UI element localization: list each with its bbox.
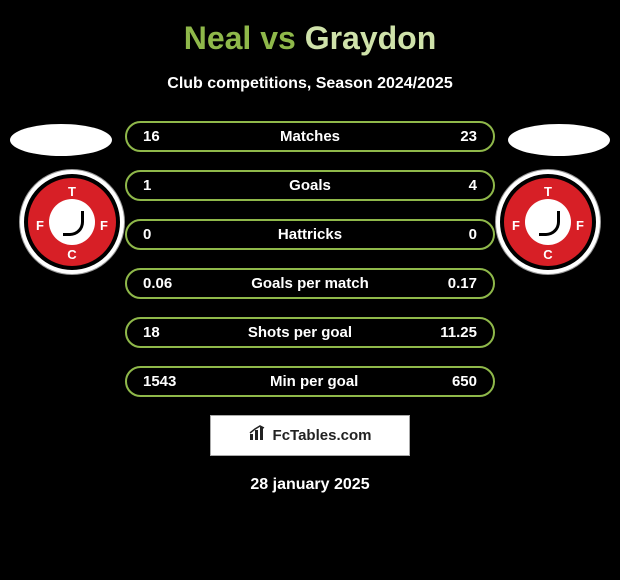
stat-left-value: 0.06 xyxy=(143,275,172,292)
stat-label: Matches xyxy=(160,128,461,145)
stat-row: 0.06 Goals per match 0.17 xyxy=(125,268,495,299)
comparison-card: Neal vs Graydon Club competitions, Seaso… xyxy=(0,0,620,580)
stat-left-value: 1 xyxy=(143,177,151,194)
title-vs: vs xyxy=(260,20,296,56)
stat-right-value: 0 xyxy=(469,226,477,243)
stat-label: Goals per match xyxy=(172,275,448,292)
stat-left-value: 18 xyxy=(143,324,160,341)
source-attribution: FcTables.com xyxy=(210,415,410,456)
stat-label: Shots per goal xyxy=(160,324,441,341)
stat-right-value: 4 xyxy=(469,177,477,194)
title-player-left: Neal xyxy=(184,20,252,56)
stat-label: Hattricks xyxy=(151,226,468,243)
source-text: FcTables.com xyxy=(273,427,372,444)
subtitle: Club competitions, Season 2024/2025 xyxy=(0,75,620,93)
stat-row: 16 Matches 23 xyxy=(125,121,495,152)
stat-left-value: 1543 xyxy=(143,373,176,390)
date-text: 28 january 2025 xyxy=(0,476,620,494)
stat-right-value: 650 xyxy=(452,373,477,390)
stat-row: 0 Hattricks 0 xyxy=(125,219,495,250)
stat-right-value: 0.17 xyxy=(448,275,477,292)
stat-row: 1 Goals 4 xyxy=(125,170,495,201)
stat-left-value: 0 xyxy=(143,226,151,243)
page-title: Neal vs Graydon xyxy=(0,20,620,57)
stat-row: 1543 Min per goal 650 xyxy=(125,366,495,397)
stat-label: Min per goal xyxy=(176,373,452,390)
bar-chart-icon xyxy=(249,425,269,446)
stat-row: 18 Shots per goal 11.25 xyxy=(125,317,495,348)
title-player-right: Graydon xyxy=(305,20,437,56)
stat-label: Goals xyxy=(151,177,468,194)
stat-right-value: 23 xyxy=(460,128,477,145)
stat-left-value: 16 xyxy=(143,128,160,145)
stats-table: 16 Matches 23 1 Goals 4 0 Hattricks 0 0.… xyxy=(0,121,620,397)
stat-right-value: 11.25 xyxy=(440,324,477,341)
